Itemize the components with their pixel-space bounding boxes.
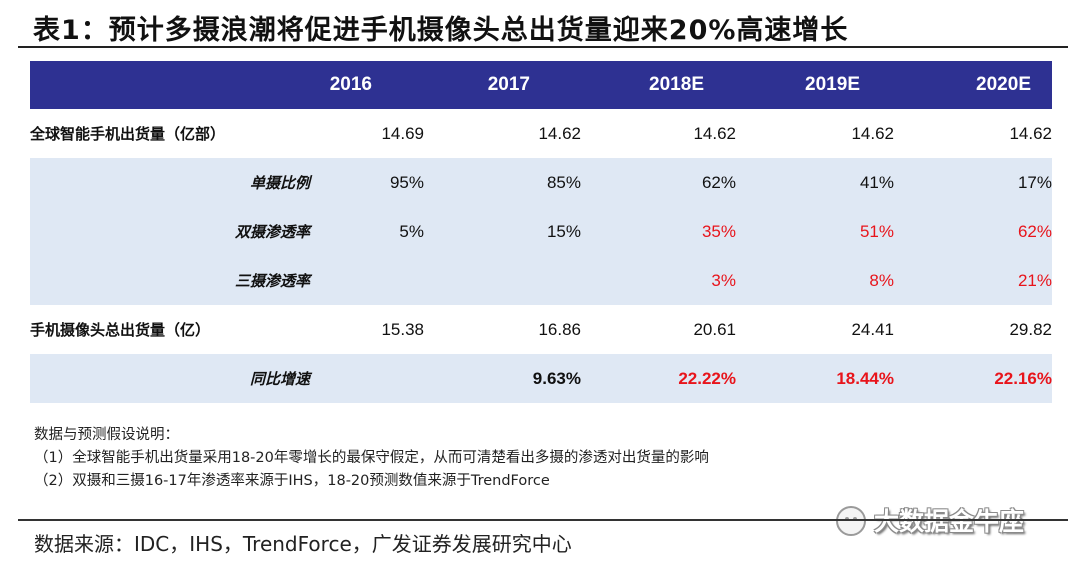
note-item: （2）双摄和三摄16-17年渗透率来源于IHS，18-20预测数值来源于Tren…	[34, 473, 550, 489]
table-cell: 22.22%	[581, 354, 736, 403]
table-cell: 8%	[736, 256, 894, 305]
table-row: 同比增速 9.63% 22.22% 18.44% 22.16%	[30, 354, 1052, 403]
header-cell-2019e: 2019E	[736, 61, 894, 109]
table-cell: 29.82	[1009, 319, 1052, 339]
table-cell: 14.69	[381, 123, 424, 143]
header-cell-2016: 2016	[310, 61, 424, 109]
table-cell: 15%	[424, 207, 581, 256]
row-label: 双摄渗透率	[30, 207, 310, 256]
data-table: 2016 2017 2018E 2019E 2020E 全球智能手机出货量（亿部…	[30, 61, 1052, 403]
table-cell: 41%	[736, 158, 894, 207]
table-cell: 17%	[894, 158, 1052, 207]
table-cell: 15.38	[381, 319, 424, 339]
watermark: 大数据金牛座	[836, 500, 1066, 536]
table-cell: 16.86	[538, 319, 581, 339]
header-row: 2016 2017 2018E 2019E 2020E	[30, 61, 1052, 109]
notes-heading: 数据与预测假设说明：	[34, 427, 179, 443]
row-label-text: 单摄比例	[249, 174, 310, 192]
row-label-text: 三摄渗透率	[234, 272, 310, 290]
title-divider	[18, 46, 1068, 48]
table-cell: 35%	[581, 207, 736, 256]
header-cell-label	[30, 61, 310, 109]
table-title: 表1：预计多摄浪潮将促进手机摄像头总出货量迎来20%高速增长	[33, 15, 849, 46]
table-cell: 24.41	[851, 319, 894, 339]
table-cell: 95%	[310, 158, 424, 207]
table-cell: 85%	[424, 158, 581, 207]
table-cell: 21%	[894, 256, 1052, 305]
row-label: 同比增速	[30, 354, 310, 403]
table-cell	[310, 256, 424, 305]
table-cell: 18.44%	[736, 354, 894, 403]
table-cell: 20.61	[693, 319, 736, 339]
watermark-text: 大数据金牛座	[874, 507, 1025, 536]
row-label: 全球智能手机出货量（亿部）	[30, 125, 226, 143]
header-cell-2017: 2017	[424, 61, 581, 109]
source-divider	[18, 519, 1068, 521]
table-cell: 14.62	[538, 123, 581, 143]
table-cell	[424, 256, 581, 305]
table-row: 三摄渗透率 3% 8% 21%	[30, 256, 1052, 305]
table-cell: 3%	[581, 256, 736, 305]
header-cell-2020e: 2020E	[894, 61, 1052, 109]
row-label: 三摄渗透率	[30, 256, 310, 305]
table-row: 单摄比例 95% 85% 62% 41% 17%	[30, 158, 1052, 207]
table-cell: 9.63%	[424, 354, 581, 403]
header-cell-2018e: 2018E	[581, 61, 736, 109]
table-row: 手机摄像头总出货量（亿） 15.38 16.86 20.61 24.41 29.…	[30, 305, 1052, 354]
table-cell: 14.62	[693, 123, 736, 143]
table-cell: 14.62	[851, 123, 894, 143]
table-cell: 5%	[310, 207, 424, 256]
row-label-text: 同比增速	[249, 370, 310, 388]
table-cell: 51%	[736, 207, 894, 256]
table-row: 双摄渗透率 5% 15% 35% 51% 62%	[30, 207, 1052, 256]
notes-block: 数据与预测假设说明： （1）全球智能手机出货量采用18-20年零增长的最保守假定…	[34, 424, 709, 493]
source-line: 数据来源：IDC，IHS，TrendForce，广发证券发展研究中心	[34, 532, 572, 556]
table-cell: 62%	[581, 158, 736, 207]
note-item: （1）全球智能手机出货量采用18-20年零增长的最保守假定，从而可清楚看出多摄的…	[34, 450, 709, 466]
table-cell: 22.16%	[894, 354, 1052, 403]
row-label: 单摄比例	[30, 158, 310, 207]
row-label: 手机摄像头总出货量（亿）	[30, 321, 211, 339]
table-cell: 62%	[894, 207, 1052, 256]
table-cell	[310, 354, 424, 403]
table-cell: 14.62	[1009, 123, 1052, 143]
table-row: 全球智能手机出货量（亿部） 14.69 14.62 14.62 14.62 14…	[30, 109, 1052, 158]
wechat-icon	[836, 506, 866, 536]
row-label-text: 双摄渗透率	[234, 223, 310, 241]
